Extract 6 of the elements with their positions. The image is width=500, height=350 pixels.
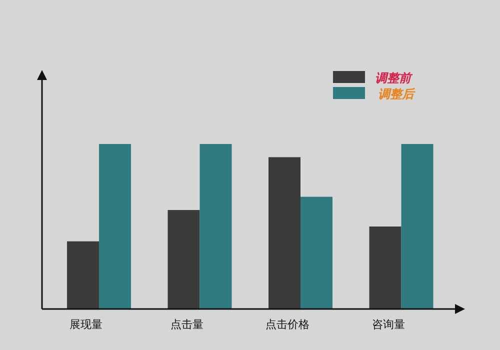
legend-label: 调整前 bbox=[375, 71, 413, 85]
x-tick-label: 点击价格 bbox=[266, 318, 310, 331]
x-tick-label: 点击量 bbox=[170, 318, 204, 331]
x-tick-label: 咨询量 bbox=[372, 318, 405, 331]
x-tick-label: 展现量 bbox=[70, 318, 102, 331]
legend-label: 调整后 bbox=[378, 87, 416, 101]
